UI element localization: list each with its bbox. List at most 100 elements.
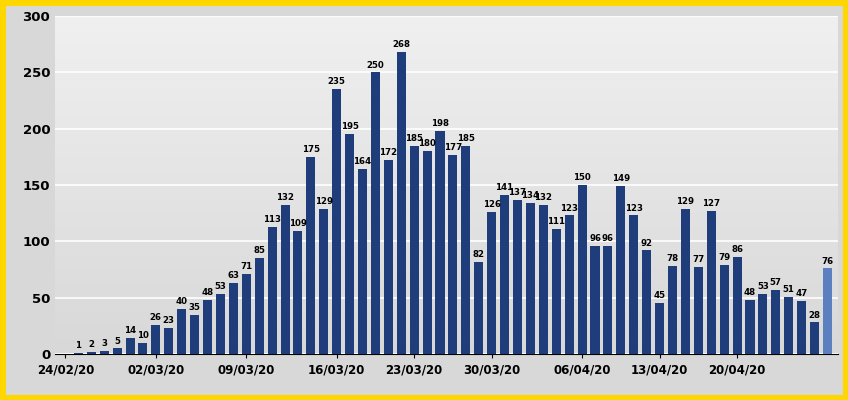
Bar	[126, 338, 135, 354]
Text: 77: 77	[692, 256, 705, 264]
Text: 23: 23	[163, 316, 175, 325]
Text: 123: 123	[625, 204, 643, 213]
Text: 28: 28	[809, 311, 821, 320]
Text: 85: 85	[254, 246, 265, 256]
Text: 149: 149	[611, 174, 630, 183]
Bar	[668, 266, 677, 354]
Bar	[345, 134, 354, 354]
Text: 164: 164	[354, 158, 371, 166]
Bar	[422, 151, 432, 354]
Bar	[229, 283, 238, 354]
Bar	[552, 229, 561, 354]
Bar	[436, 131, 444, 354]
Bar	[165, 328, 173, 354]
Text: 47: 47	[795, 289, 808, 298]
Bar	[190, 314, 199, 354]
Bar	[319, 209, 328, 354]
Text: 82: 82	[473, 250, 485, 259]
Bar	[74, 353, 83, 354]
Bar	[500, 195, 509, 354]
Text: 63: 63	[227, 271, 239, 280]
Text: 175: 175	[302, 145, 320, 154]
Bar	[281, 205, 289, 354]
Text: 129: 129	[677, 197, 695, 206]
Bar	[694, 267, 703, 354]
Bar	[410, 146, 419, 354]
Bar	[177, 309, 187, 354]
Bar	[629, 216, 639, 354]
Text: 96: 96	[602, 234, 614, 243]
Bar	[100, 351, 109, 354]
Bar	[151, 325, 160, 354]
Bar	[203, 300, 212, 354]
Text: 86: 86	[731, 245, 743, 254]
Text: 132: 132	[534, 194, 552, 202]
Text: 185: 185	[457, 134, 475, 143]
Text: 10: 10	[137, 331, 149, 340]
Bar	[332, 89, 341, 354]
Text: 109: 109	[289, 219, 307, 228]
Text: 53: 53	[757, 282, 769, 292]
Text: 40: 40	[176, 297, 187, 306]
Bar	[358, 169, 367, 354]
Text: 195: 195	[341, 122, 359, 132]
Text: 235: 235	[327, 78, 346, 86]
Text: 92: 92	[641, 238, 653, 248]
Bar	[590, 246, 600, 354]
Bar	[823, 268, 832, 354]
Text: 35: 35	[188, 303, 200, 312]
Text: 123: 123	[561, 204, 578, 213]
Bar	[397, 52, 406, 354]
Text: 185: 185	[405, 134, 423, 143]
Bar	[293, 231, 303, 354]
Bar	[216, 294, 225, 354]
Text: 129: 129	[315, 197, 332, 206]
Bar	[655, 303, 664, 354]
Bar	[810, 322, 819, 354]
Text: 57: 57	[770, 278, 782, 287]
Bar	[577, 185, 587, 354]
Bar	[242, 274, 251, 354]
Text: 5: 5	[114, 336, 120, 346]
Text: 198: 198	[431, 119, 449, 128]
Text: 150: 150	[573, 173, 591, 182]
Bar	[538, 205, 548, 354]
Bar	[758, 294, 767, 354]
Text: 126: 126	[483, 200, 500, 209]
Bar	[138, 343, 148, 354]
Bar	[565, 216, 574, 354]
Bar	[384, 160, 393, 354]
Text: 111: 111	[547, 217, 566, 226]
Text: 51: 51	[783, 285, 795, 294]
Bar	[784, 296, 793, 354]
Bar	[616, 186, 625, 354]
Text: 76: 76	[822, 256, 834, 266]
Bar	[604, 246, 612, 354]
Bar	[268, 227, 276, 354]
Bar	[474, 262, 483, 354]
Text: 113: 113	[263, 215, 281, 224]
Text: 3: 3	[101, 339, 107, 348]
Text: 71: 71	[240, 262, 253, 271]
Text: 268: 268	[393, 40, 410, 49]
Text: 132: 132	[276, 194, 294, 202]
Bar	[526, 203, 535, 354]
Text: 53: 53	[215, 282, 226, 292]
Text: 14: 14	[124, 326, 136, 336]
Text: 1: 1	[75, 341, 81, 350]
Bar	[113, 348, 121, 354]
Text: 79: 79	[718, 253, 730, 262]
Text: 134: 134	[522, 191, 539, 200]
Bar	[461, 146, 471, 354]
Bar	[513, 200, 522, 354]
Bar	[86, 352, 96, 354]
Bar	[745, 300, 755, 354]
Text: 172: 172	[379, 148, 398, 157]
Bar	[642, 250, 651, 354]
Bar	[306, 157, 315, 354]
Text: 137: 137	[509, 188, 527, 197]
Text: 180: 180	[418, 139, 436, 148]
Bar	[797, 301, 806, 354]
Bar	[449, 154, 457, 354]
Text: 2: 2	[88, 340, 94, 349]
